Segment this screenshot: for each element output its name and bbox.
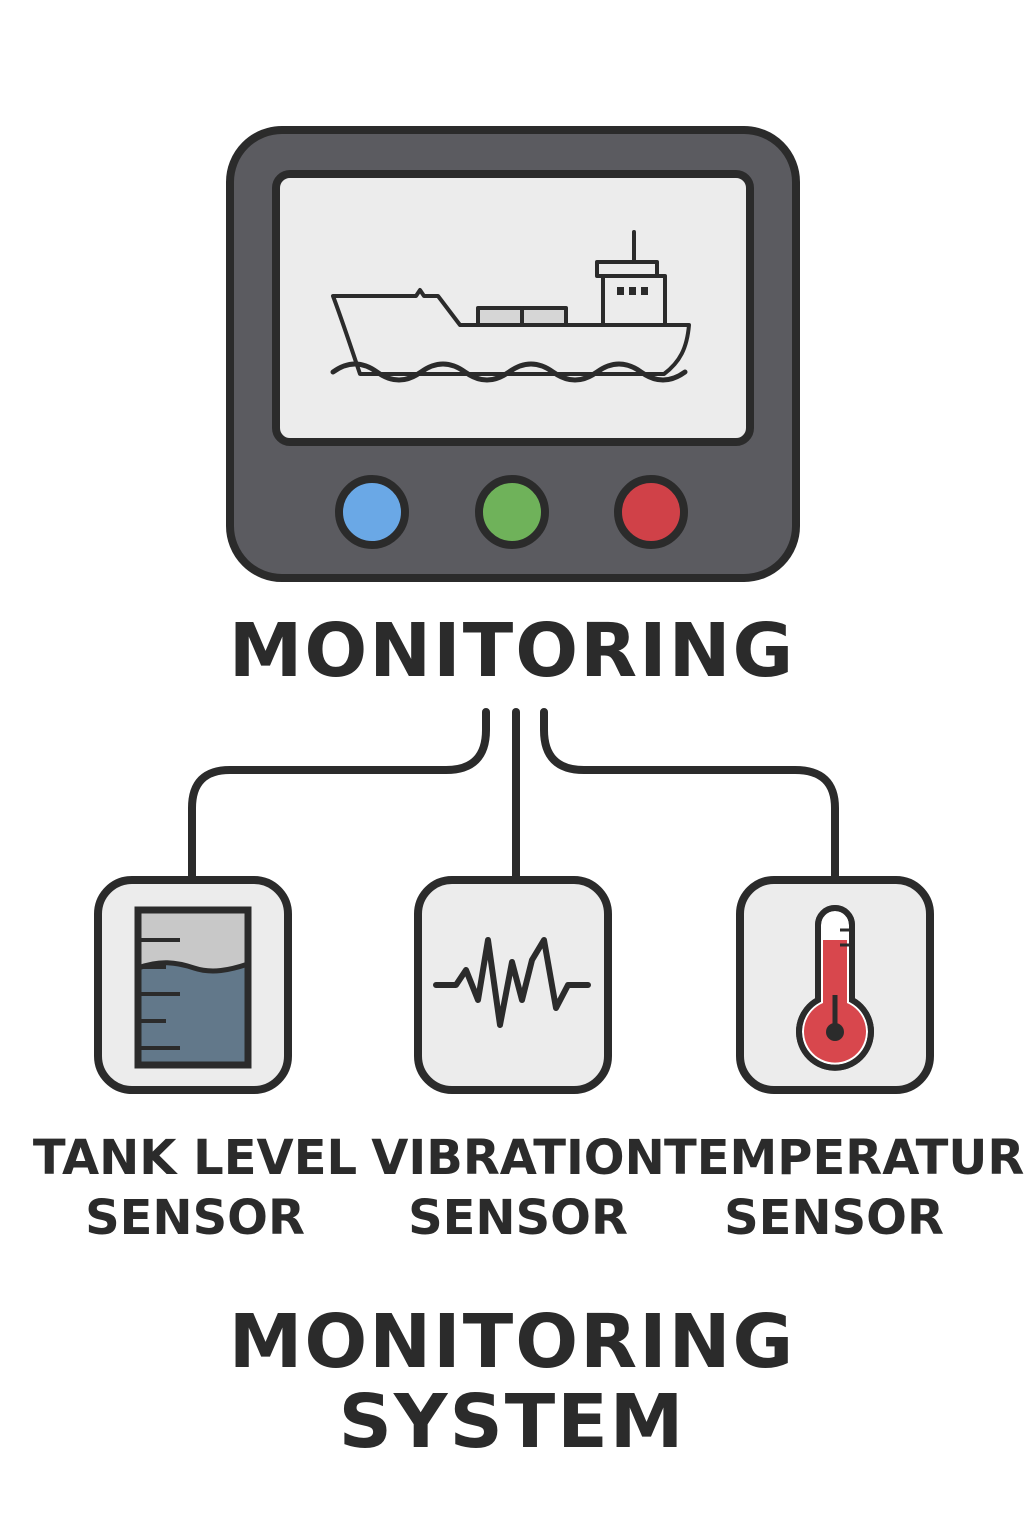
vibration-label-line2: SENSOR: [408, 1190, 628, 1246]
tank-level-sensor: [94, 876, 292, 1094]
tank-level-label-line2: SENSOR: [85, 1190, 305, 1246]
tank-level-label-line1: TANK LEVEL: [32, 1130, 358, 1186]
tank-level-sensor-label: TANK LEVEL SENSOR: [25, 1128, 365, 1248]
footer-title-line2: SYSTEM: [338, 1379, 686, 1465]
cargo-ship-icon: [330, 230, 691, 383]
temperature-sensor: [736, 876, 934, 1094]
green-indicator-button[interactable]: [475, 475, 549, 549]
monitoring-device: [226, 126, 800, 582]
thermometer-icon: [796, 905, 874, 1071]
temperature-label-line1: TEMPERATURE: [664, 1130, 1024, 1186]
connector-lines: [188, 708, 839, 884]
temperature-sensor-label: TEMPERATURE SENSOR: [664, 1128, 1024, 1248]
vibration-waveform-icon: [433, 937, 591, 1028]
blue-indicator-button[interactable]: [335, 475, 409, 549]
connector-tank: [188, 708, 490, 884]
vibration-sensor-label: VIBRATION SENSOR: [348, 1128, 688, 1248]
connector-temperature: [540, 708, 839, 884]
tank-level-icon: [134, 906, 252, 1069]
footer-title: MONITORING SYSTEM: [0, 1302, 1024, 1462]
vibration-label-line1: VIBRATION: [371, 1130, 665, 1186]
hub-title: MONITORING: [228, 608, 796, 694]
red-indicator-button[interactable]: [614, 475, 688, 549]
vibration-sensor: [414, 876, 612, 1094]
temperature-label-line2: SENSOR: [724, 1190, 944, 1246]
footer-title-line1: MONITORING: [228, 1299, 796, 1385]
